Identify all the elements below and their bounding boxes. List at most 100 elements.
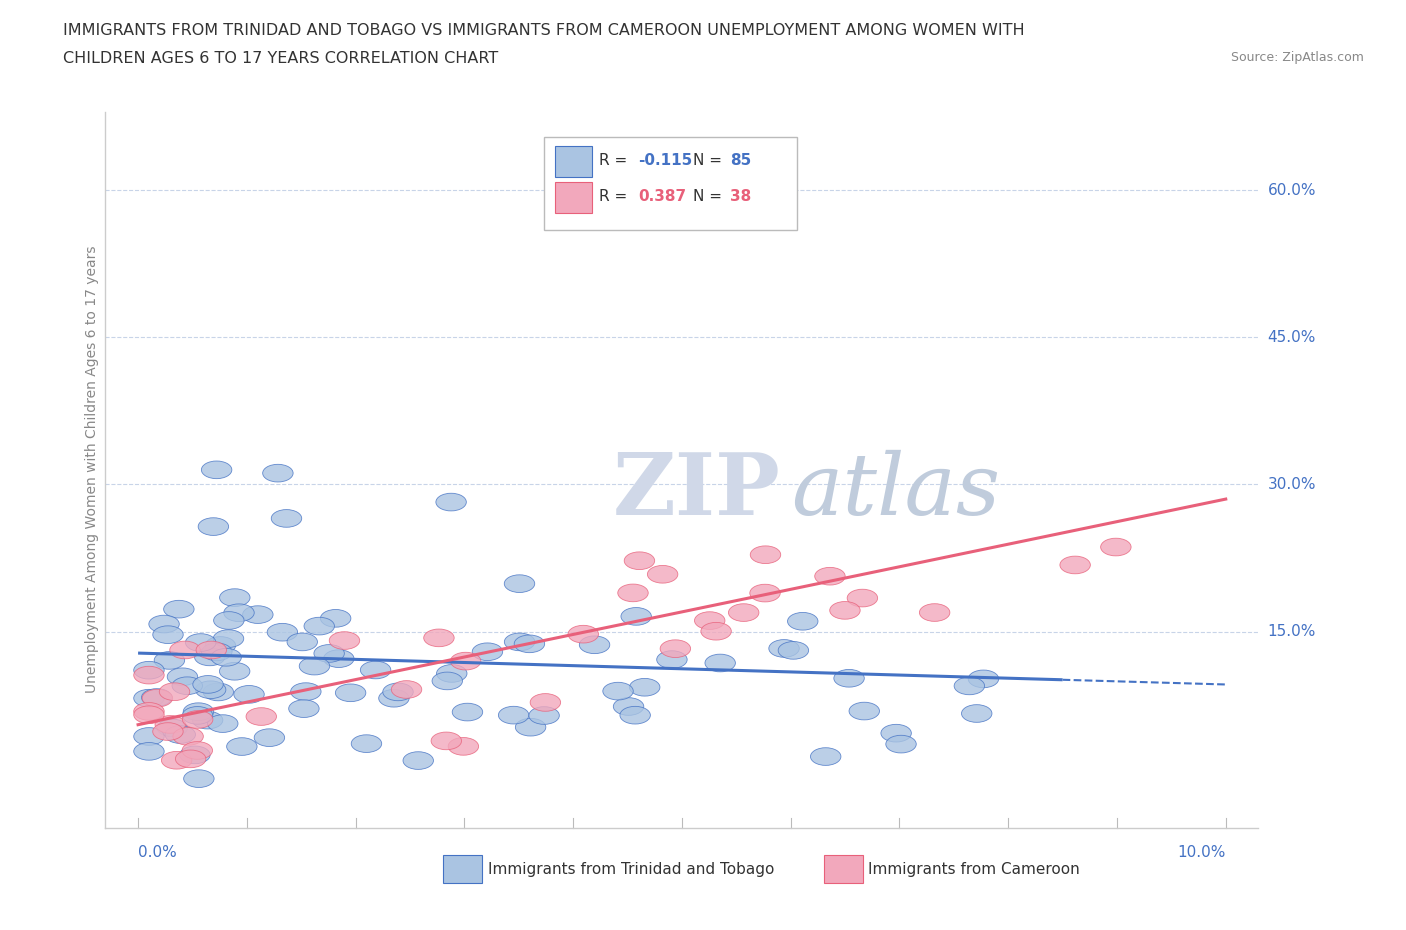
Ellipse shape (1101, 538, 1130, 556)
Ellipse shape (450, 652, 481, 670)
Ellipse shape (149, 616, 180, 633)
Ellipse shape (299, 658, 329, 675)
Ellipse shape (183, 711, 212, 728)
Text: Immigrants from Trinidad and Tobago: Immigrants from Trinidad and Tobago (488, 862, 775, 877)
Ellipse shape (382, 683, 413, 700)
Ellipse shape (810, 748, 841, 765)
FancyBboxPatch shape (544, 137, 797, 230)
Ellipse shape (155, 652, 184, 670)
Ellipse shape (1060, 556, 1091, 574)
Ellipse shape (530, 694, 561, 711)
Ellipse shape (214, 630, 243, 647)
Ellipse shape (211, 648, 242, 666)
Ellipse shape (751, 546, 780, 564)
Text: Source: ZipAtlas.com: Source: ZipAtlas.com (1230, 51, 1364, 64)
Ellipse shape (186, 633, 217, 651)
Ellipse shape (391, 681, 422, 698)
Text: N =: N = (693, 153, 727, 167)
Text: 10.0%: 10.0% (1177, 845, 1226, 860)
Ellipse shape (814, 567, 845, 585)
Ellipse shape (193, 711, 222, 729)
Ellipse shape (183, 741, 212, 759)
Ellipse shape (505, 633, 534, 651)
Text: CHILDREN AGES 6 TO 17 YEARS CORRELATION CHART: CHILDREN AGES 6 TO 17 YEARS CORRELATION … (63, 51, 499, 66)
Ellipse shape (453, 703, 482, 721)
Ellipse shape (162, 751, 191, 769)
Ellipse shape (749, 584, 780, 602)
Ellipse shape (704, 654, 735, 671)
Text: 15.0%: 15.0% (1268, 624, 1316, 639)
FancyBboxPatch shape (555, 146, 592, 178)
Ellipse shape (170, 641, 200, 658)
Text: ZIP: ZIP (613, 449, 780, 533)
Ellipse shape (226, 737, 257, 755)
Ellipse shape (603, 683, 633, 700)
Ellipse shape (314, 644, 344, 662)
Text: 30.0%: 30.0% (1268, 477, 1316, 492)
FancyBboxPatch shape (443, 855, 482, 883)
Ellipse shape (436, 665, 467, 683)
Ellipse shape (515, 635, 544, 653)
Text: 45.0%: 45.0% (1268, 330, 1316, 345)
Ellipse shape (630, 678, 659, 696)
Ellipse shape (498, 706, 529, 724)
Ellipse shape (173, 727, 204, 745)
Ellipse shape (254, 729, 284, 747)
Text: IMMIGRANTS FROM TRINIDAD AND TOBAGO VS IMMIGRANTS FROM CAMEROON UNEMPLOYMENT AMO: IMMIGRANTS FROM TRINIDAD AND TOBAGO VS I… (63, 23, 1025, 38)
Ellipse shape (769, 640, 799, 658)
Ellipse shape (661, 640, 690, 658)
Ellipse shape (155, 715, 186, 733)
Text: -0.115: -0.115 (638, 153, 692, 167)
Ellipse shape (180, 746, 209, 764)
Ellipse shape (208, 715, 238, 733)
Ellipse shape (329, 631, 360, 649)
Ellipse shape (159, 683, 190, 700)
Ellipse shape (201, 461, 232, 479)
Ellipse shape (224, 604, 254, 621)
Ellipse shape (529, 707, 560, 724)
Ellipse shape (233, 685, 264, 703)
Ellipse shape (243, 605, 273, 623)
Text: atlas: atlas (792, 450, 1001, 533)
Ellipse shape (219, 662, 250, 680)
Ellipse shape (288, 699, 319, 717)
Ellipse shape (201, 643, 232, 660)
Ellipse shape (579, 636, 610, 654)
Ellipse shape (183, 703, 214, 721)
Ellipse shape (472, 643, 503, 660)
Ellipse shape (165, 725, 195, 743)
Ellipse shape (246, 708, 277, 725)
Ellipse shape (214, 612, 245, 630)
Text: 0.387: 0.387 (638, 189, 686, 204)
Ellipse shape (848, 590, 877, 607)
Ellipse shape (516, 718, 546, 736)
Ellipse shape (142, 688, 172, 706)
Ellipse shape (882, 724, 911, 742)
Ellipse shape (647, 565, 678, 583)
Ellipse shape (157, 719, 187, 737)
Ellipse shape (202, 684, 233, 701)
Ellipse shape (153, 723, 183, 740)
Ellipse shape (134, 702, 165, 720)
Ellipse shape (962, 705, 993, 723)
Ellipse shape (352, 735, 381, 752)
Ellipse shape (849, 702, 880, 720)
Ellipse shape (700, 622, 731, 640)
Ellipse shape (657, 651, 688, 669)
Ellipse shape (267, 623, 298, 641)
Text: R =: R = (599, 153, 633, 167)
Ellipse shape (205, 637, 236, 655)
Text: 0.0%: 0.0% (138, 845, 177, 860)
Ellipse shape (134, 727, 165, 745)
Ellipse shape (695, 612, 725, 630)
Ellipse shape (404, 751, 433, 769)
Ellipse shape (304, 618, 335, 635)
Ellipse shape (134, 706, 165, 724)
Ellipse shape (134, 742, 165, 760)
Ellipse shape (167, 668, 198, 685)
Ellipse shape (621, 607, 651, 625)
Ellipse shape (287, 633, 318, 651)
Ellipse shape (194, 648, 225, 666)
Ellipse shape (195, 681, 226, 698)
Ellipse shape (432, 672, 463, 690)
